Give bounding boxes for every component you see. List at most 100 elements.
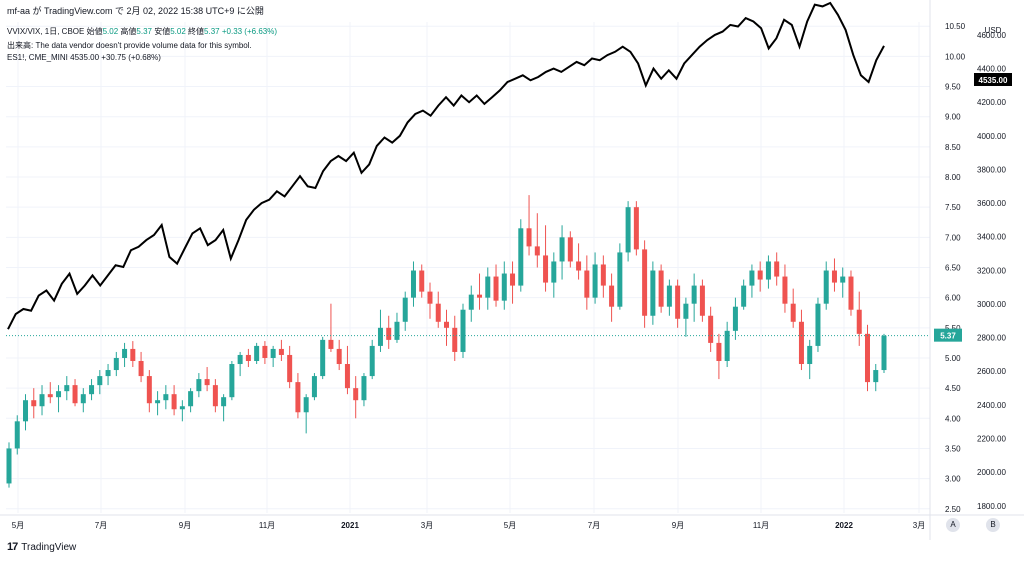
candle [501, 261, 507, 310]
legend-high: 5.37 [136, 27, 152, 36]
candle [295, 373, 301, 419]
price-scale-ratio: 10.50 10.00 9.50 9.00 8.50 8.00 7.50 7.00 6.50 6.… [945, 22, 966, 514]
ratio-tick-label: 7.00 [945, 233, 961, 242]
candle [592, 252, 598, 304]
candle [278, 339, 284, 361]
candle [468, 285, 474, 322]
candle [526, 195, 532, 256]
candle [270, 345, 276, 368]
candle [179, 400, 185, 422]
candle [724, 321, 730, 368]
candle [155, 391, 161, 416]
time-tick-label: 5月 [12, 521, 24, 530]
candle [840, 267, 846, 298]
currency-label: USD [985, 26, 1002, 35]
time-tick-label: 9月 [672, 521, 684, 530]
candle [452, 315, 458, 361]
last-es-label-text: 4535.00 [979, 76, 1008, 85]
candle [642, 240, 648, 328]
log-scale-button[interactable]: B [986, 518, 1000, 532]
time-tick-label: 11月 [753, 521, 769, 530]
candle [633, 201, 639, 256]
candle [361, 373, 367, 407]
candle [518, 219, 524, 292]
candle [864, 324, 870, 392]
es-tick-label: 3600.00 [977, 199, 1006, 208]
candle [543, 225, 549, 292]
candle [262, 341, 268, 365]
legend-overlay: ES1!, CME_MINI 4535.00 +30.75 (+0.68%) [7, 53, 161, 62]
candle [188, 388, 194, 413]
brand-name: TradingView [21, 541, 77, 553]
candle [394, 312, 400, 343]
candle [80, 388, 86, 413]
es-tick-label: 2800.00 [977, 334, 1006, 343]
price-scale-es: 4600.00 4400.00 4200.00 4000.00 3800.00 3600.… [977, 31, 1006, 511]
vvix-vix-candles [6, 195, 887, 488]
ratio-tick-label: 10.00 [945, 52, 966, 61]
candle [353, 376, 359, 419]
candle [138, 351, 144, 383]
legend-volume: 出来高: The data vendor doesn't provide vol… [7, 41, 252, 50]
ratio-tick-label: 3.50 [945, 444, 961, 453]
candle [14, 415, 20, 455]
candle [873, 364, 879, 392]
es-tick-label: 2200.00 [977, 435, 1006, 444]
candle [510, 261, 516, 304]
legend-change: +0.33 (+6.63%) [221, 27, 277, 36]
candle [254, 342, 260, 365]
candle [815, 297, 821, 352]
candle [105, 364, 111, 386]
candle [229, 360, 235, 401]
legend-close: 5.37 [204, 27, 220, 36]
candle [419, 264, 425, 298]
candle [625, 201, 631, 262]
candle [534, 213, 540, 268]
candle [72, 379, 78, 407]
candle [551, 252, 557, 298]
candle [807, 339, 813, 380]
candle [782, 264, 788, 313]
candle [584, 255, 590, 310]
es-tick-label: 3400.00 [977, 233, 1006, 242]
candle [402, 291, 408, 331]
candle [122, 342, 128, 368]
es-tick-label: 4600.00 [977, 31, 1006, 40]
publish-info: mf-aa が TradingView.com で 2月 02, 2022 15… [7, 6, 264, 16]
ratio-tick-label: 9.50 [945, 83, 961, 92]
time-tick-label: 2022 [835, 521, 853, 530]
time-tick-label: 3月 [913, 521, 925, 530]
ratio-tick-label: 2.50 [945, 505, 961, 514]
candle [64, 376, 70, 401]
candle [196, 373, 202, 398]
candle [798, 309, 804, 371]
candle [303, 394, 309, 434]
candle [311, 373, 317, 401]
candle [765, 255, 771, 289]
candle [881, 333, 887, 374]
candle [732, 297, 738, 340]
legend-open: 5.02 [102, 27, 119, 36]
candle [666, 279, 672, 316]
candle [683, 297, 689, 337]
auto-scale-button[interactable]: A [946, 518, 960, 532]
brand-footer[interactable]: 17 TradingView [7, 541, 76, 553]
es-tick-label: 3800.00 [977, 165, 1006, 174]
candle [130, 341, 136, 368]
candle [716, 333, 722, 380]
candle [56, 385, 62, 413]
legend-open-label: 始値 [86, 27, 103, 36]
candle [221, 394, 227, 422]
candle [485, 267, 491, 310]
legend-overlay-change: +30.75 (+0.68%) [101, 53, 161, 62]
time-axis: 5月 7月 9月 11月 2021 3月 5月 7月 9月 11月 2022 3月 [12, 521, 925, 530]
time-tick-label: 2021 [341, 521, 359, 530]
candle [245, 348, 251, 368]
candle [146, 370, 152, 413]
candle [749, 264, 755, 298]
candle [237, 351, 243, 377]
last-ratio-label-text: 5.37 [940, 332, 956, 341]
candle [757, 261, 763, 292]
es-tick-label: 4200.00 [977, 98, 1006, 107]
